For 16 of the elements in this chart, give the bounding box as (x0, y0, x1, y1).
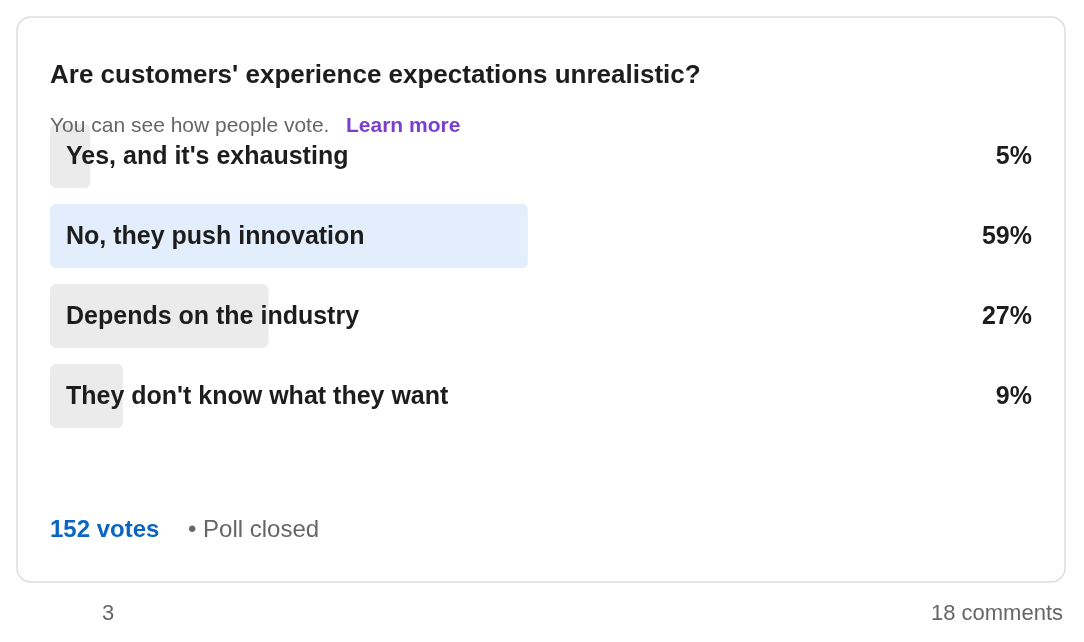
chart-subtitle: You can see how people vote. (50, 113, 330, 136)
chart-title: Are customers' experience expectations unrealistic? (50, 59, 701, 89)
text: • Poll closed (188, 515, 320, 542)
data-label: 59% (981, 221, 1032, 249)
y-tick-label: They don't know what they want (66, 381, 450, 409)
data-label: 27% (981, 301, 1032, 329)
text: 18 comments (930, 600, 1063, 625)
y-tick-label: Depends on the industry (66, 301, 360, 329)
data-label: 9% (995, 381, 1032, 409)
text: 3 (102, 600, 115, 625)
y-tick-label: No, they push innovation (66, 221, 365, 249)
bar (50, 204, 528, 268)
y-tick-label: Yes, and it's exhausting (66, 141, 349, 169)
data-label: 5% (995, 141, 1032, 169)
text: 152 votes (50, 515, 160, 542)
annotation: Learn more (346, 113, 461, 136)
